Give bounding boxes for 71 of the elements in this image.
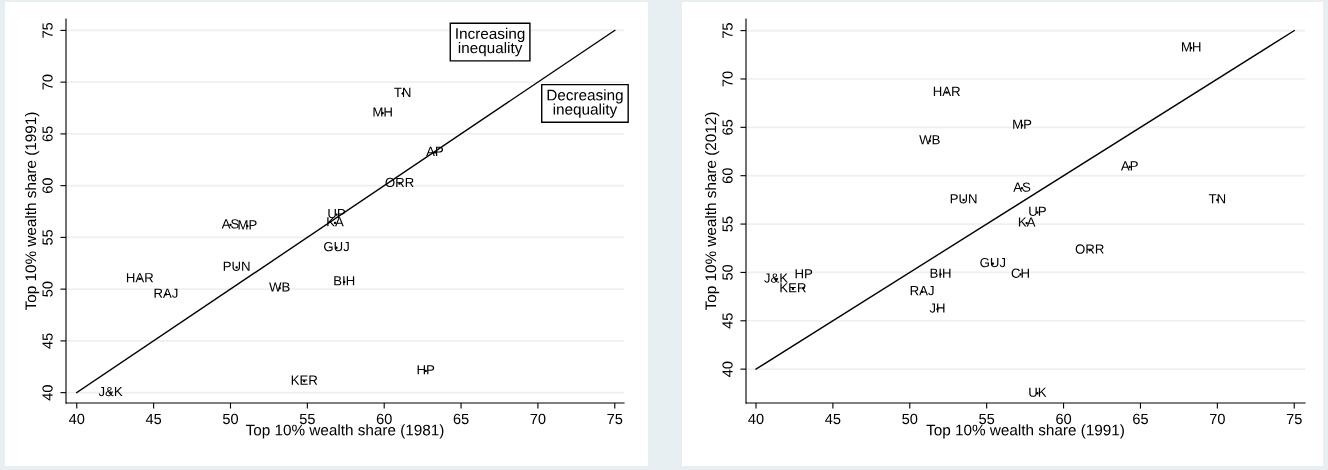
data-label: HP: [417, 365, 435, 375]
x-tick-label: 60: [376, 413, 392, 425]
x-tick-label: 50: [222, 413, 239, 425]
y-tick-label: 55: [42, 229, 53, 245]
data-label: KA: [1018, 217, 1036, 227]
data-label: J&K: [98, 386, 123, 397]
y-axis-title: Top 10% wealth share (1991): [24, 112, 40, 311]
y-tick-label: 65: [722, 119, 733, 135]
y-tick-label: 55: [722, 216, 733, 232]
y-tick-label: 70: [722, 71, 733, 87]
y-tick-label: 50: [722, 264, 733, 280]
data-label: MH: [373, 107, 392, 117]
data-label: J&K: [764, 273, 788, 283]
y-axis-title: Top 10% wealth share (2012): [704, 112, 720, 311]
x-tick-label: 40: [748, 413, 764, 425]
y-tick-label: 65: [42, 126, 53, 142]
x-tick-label: 70: [530, 413, 546, 425]
data-label: UK: [1029, 387, 1047, 397]
data-label: JH: [929, 303, 945, 313]
x-tick-label: 55: [979, 413, 995, 425]
annotation: Decreasing inequality: [547, 89, 623, 118]
data-label: RAJ: [910, 286, 934, 296]
data-label: TN: [1208, 194, 1226, 204]
y-tick-label: 50: [42, 281, 53, 297]
y-tick-label: 45: [42, 333, 53, 349]
data-label: AP: [1120, 161, 1138, 171]
x-tick-label: 65: [453, 413, 469, 425]
data-label: RAJ: [154, 288, 178, 298]
x-tick-label: 50: [902, 413, 918, 425]
data-label: CH: [1011, 268, 1029, 278]
y-tick-label: 45: [722, 313, 733, 329]
data-label: AS: [221, 219, 239, 229]
x-tick-label: 75: [607, 413, 623, 425]
x-tick-label: 40: [68, 413, 85, 425]
data-label: GUJ: [980, 257, 1006, 268]
data-label: TN: [394, 87, 411, 97]
data-label: WB: [269, 282, 290, 292]
data-label: KER: [291, 375, 318, 385]
x-tick-label: 75: [1286, 413, 1302, 425]
x-tick-label: 65: [1133, 413, 1148, 425]
y-tick-label: 75: [722, 23, 733, 38]
x-axis-title: Top 10% wealth share (1991): [926, 424, 1124, 439]
data-label: UP: [1029, 206, 1046, 216]
y-tick-label: 40: [722, 361, 733, 377]
x-tick-label: 45: [145, 413, 162, 425]
y-tick-label: 70: [42, 74, 53, 90]
data-label: HP: [795, 269, 813, 279]
data-label: HAR: [126, 273, 154, 283]
annotation: Increasing inequality: [456, 27, 525, 57]
data-label: AS: [1013, 182, 1031, 192]
data-label: WB: [919, 135, 940, 145]
data-label: HAR: [933, 86, 960, 96]
data-label: MH: [1182, 42, 1201, 52]
y-tick-label: 60: [722, 168, 733, 184]
x-tick-label: 60: [1056, 413, 1072, 425]
y-tick-label: 40: [42, 385, 53, 401]
data-label: PUN: [950, 194, 977, 204]
x-tick-label: 55: [299, 413, 315, 425]
y-tick-label: 60: [42, 178, 53, 194]
data-label: PUN: [223, 261, 250, 271]
data-label: MP: [1013, 119, 1032, 129]
x-axis-title: Top 10% wealth share (1981): [245, 424, 444, 439]
data-label: BIH: [930, 268, 951, 278]
x-tick-label: 70: [1209, 413, 1225, 425]
data-label: GUJ: [324, 241, 349, 252]
data-label: KER: [780, 283, 806, 293]
data-label: ORR: [1075, 244, 1104, 254]
x-tick-label: 45: [825, 413, 841, 425]
y-tick-label: 75: [42, 22, 53, 38]
data-label: MP: [238, 220, 257, 230]
data-label: BIH: [334, 276, 355, 286]
